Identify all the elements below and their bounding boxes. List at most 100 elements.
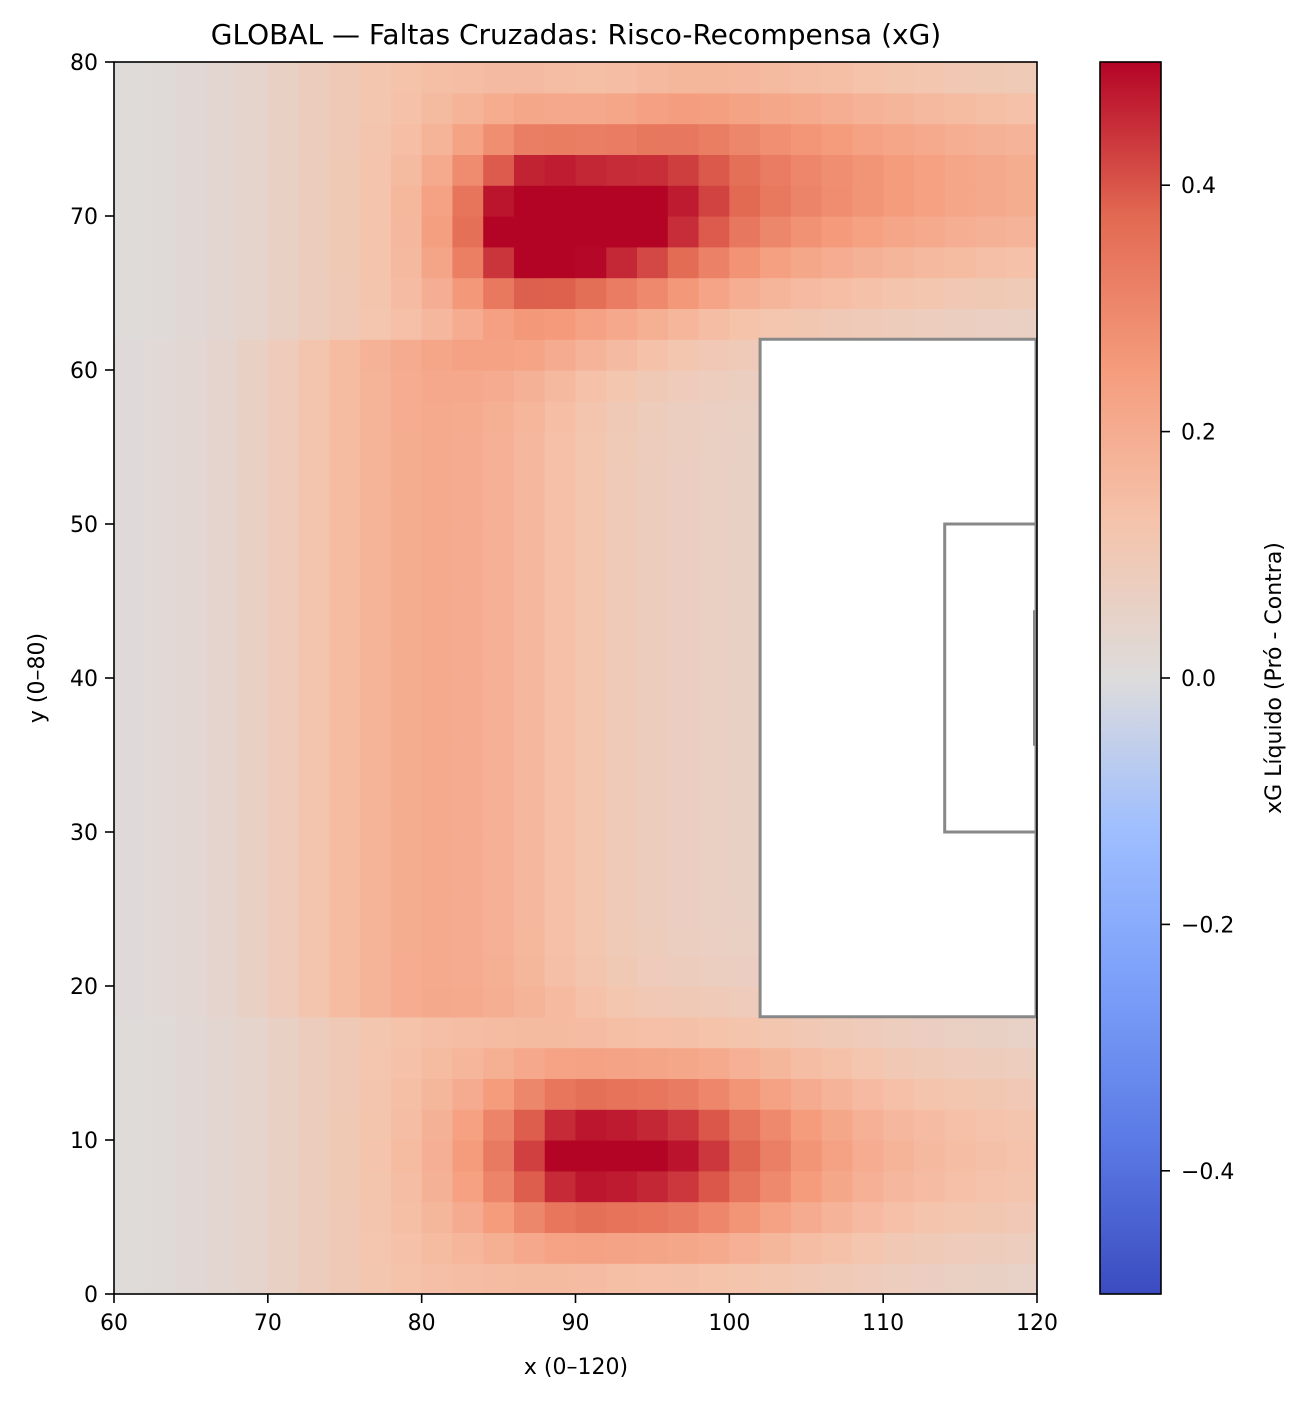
- heatmap-cell: [298, 1263, 330, 1295]
- heatmap-cell: [206, 955, 238, 987]
- heatmap-cell: [421, 339, 454, 371]
- heatmap-cell: [667, 62, 700, 94]
- heatmap-cell: [913, 277, 946, 309]
- heatmap-cell: [360, 801, 392, 833]
- heatmap-cell: [883, 1016, 915, 1049]
- heatmap-cell: [698, 832, 730, 864]
- heatmap-cell: [760, 1263, 792, 1295]
- heatmap-cell: [667, 462, 700, 494]
- heatmap-cell: [667, 986, 700, 1018]
- heatmap-cell: [698, 986, 730, 1018]
- heatmap-cell: [390, 216, 423, 248]
- heatmap-cell: [667, 554, 700, 587]
- heatmap-cell: [544, 678, 577, 710]
- heatmap-cell: [544, 92, 577, 125]
- heatmap-cell: [298, 185, 330, 217]
- heatmap-cell: [513, 216, 546, 248]
- heatmap-cell: [575, 1047, 607, 1079]
- heatmap-cell: [760, 1170, 792, 1203]
- heatmap-cell: [390, 1047, 423, 1079]
- heatmap-cell: [237, 1109, 269, 1141]
- heatmap-cell: [1006, 1078, 1038, 1110]
- heatmap-cell: [452, 154, 484, 186]
- heatmap-cell: [360, 493, 392, 525]
- heatmap-cell: [360, 770, 392, 802]
- heatmap-cell: [421, 493, 454, 525]
- heatmap-cell: [390, 246, 423, 279]
- heatmap-cell: [360, 1078, 392, 1110]
- heatmap-cell: [698, 339, 730, 371]
- heatmap-cell: [206, 1263, 238, 1295]
- heatmap-cell: [698, 493, 730, 525]
- heatmap-cell: [575, 216, 607, 248]
- heatmap-cell: [483, 92, 515, 125]
- heatmap-cell: [175, 955, 207, 987]
- heatmap-cell: [329, 216, 361, 248]
- heatmap-cell: [483, 1047, 515, 1079]
- heatmap-cell: [452, 1047, 484, 1079]
- heatmap-cell: [790, 246, 823, 279]
- heatmap-cell: [883, 1201, 915, 1233]
- heatmap-cell: [329, 154, 361, 186]
- heatmap-cell: [237, 246, 269, 279]
- heatmap-cell: [390, 893, 423, 925]
- heatmap-cell: [206, 832, 238, 864]
- heatmap-cell: [390, 986, 423, 1018]
- heatmap-cell: [513, 708, 546, 741]
- six-yard-box-line: [943, 522, 1037, 834]
- heatmap-cell: [544, 1016, 577, 1049]
- heatmap-cell: [883, 308, 915, 340]
- heatmap-cell: [729, 554, 761, 587]
- heatmap-cell: [883, 1263, 915, 1295]
- heatmap-cell: [975, 277, 1007, 309]
- heatmap-cell: [913, 216, 946, 248]
- heatmap-cell: [575, 832, 607, 864]
- heatmap-cell: [698, 554, 730, 587]
- heatmap-cell: [144, 1263, 177, 1295]
- heatmap-cell: [852, 1201, 884, 1233]
- heatmap-cell: [144, 1232, 177, 1264]
- heatmap-cell: [698, 1047, 730, 1079]
- heatmap-cell: [390, 616, 423, 648]
- heatmap-cell: [360, 678, 392, 710]
- heatmap-cell: [975, 1140, 1007, 1172]
- heatmap-cell: [544, 1201, 577, 1233]
- heatmap-cell: [452, 308, 484, 340]
- heatmap-cell: [606, 339, 638, 371]
- heatmap-cell: [544, 616, 577, 648]
- heatmap-cell: [298, 308, 330, 340]
- heatmap-cell: [360, 986, 392, 1018]
- heatmap-cell: [698, 92, 730, 125]
- heatmap-cell: [575, 1140, 607, 1172]
- heatmap-cell: [760, 277, 792, 309]
- heatmap-cell: [729, 339, 761, 371]
- heatmap-cell: [452, 708, 484, 741]
- heatmap-cell: [267, 770, 300, 802]
- heatmap-cell: [760, 185, 792, 217]
- heatmap-cell: [298, 739, 330, 771]
- heatmap-cell: [852, 1263, 884, 1295]
- heatmap-cell: [483, 1201, 515, 1233]
- heatmap-cell: [298, 462, 330, 494]
- heatmap-cell: [544, 1263, 577, 1295]
- heatmap-cell: [975, 1170, 1007, 1203]
- y-axis: 0 10 20 30 40 50 60 70 80: [70, 51, 114, 1308]
- heatmap-cell: [698, 185, 730, 217]
- heatmap-cell: [390, 1232, 423, 1264]
- heatmap-cell: [606, 893, 638, 925]
- heatmap-cell: [237, 801, 269, 833]
- heatmap-cell: [698, 924, 730, 956]
- heatmap-cell: [698, 955, 730, 987]
- heatmap-cell: [606, 1047, 638, 1079]
- heatmap-cell: [237, 1016, 269, 1049]
- heatmap-cell: [175, 924, 207, 956]
- heatmap-cell: [421, 462, 454, 494]
- heatmap-cell: [390, 1109, 423, 1141]
- heatmap-cell: [513, 678, 546, 710]
- heatmap-cell: [452, 1016, 484, 1049]
- heatmap-cell: [237, 400, 269, 433]
- heatmap-cell: [1006, 1047, 1038, 1079]
- heatmap-cell: [483, 955, 515, 987]
- heatmap-cell: [175, 1078, 207, 1110]
- heatmap-cell: [821, 1078, 853, 1110]
